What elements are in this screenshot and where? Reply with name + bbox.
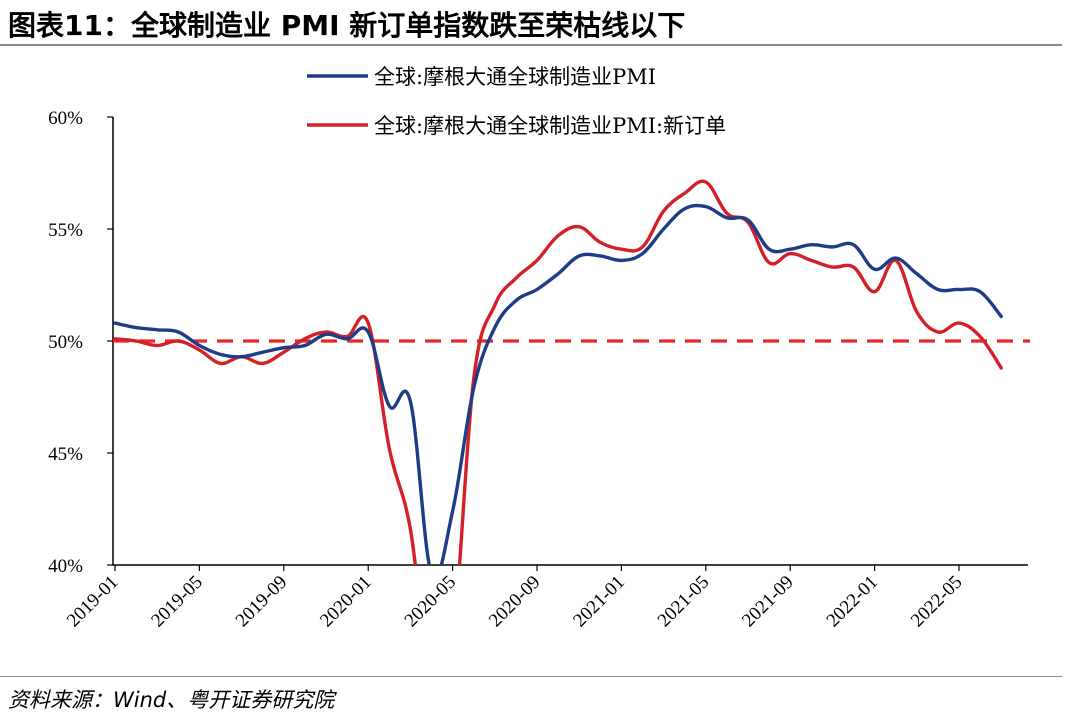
x-axis: 2019-01 2019-05 2019-09 2020-01 2020-05 2020-…: [63, 564, 1028, 632]
x-tick-label: 2020-01: [316, 572, 376, 632]
legend-label-new-orders: 全球:摩根大通全球制造业PMI:新订单: [374, 114, 726, 138]
series-line-new-orders: [113, 179, 1003, 565]
series-line-pmi: [113, 203, 1003, 565]
x-tick-label: 2022-05: [907, 572, 967, 632]
x-tick-label: 2021-05: [654, 572, 714, 632]
title-divider: [0, 44, 1062, 46]
x-tick-label: 2019-01: [63, 572, 123, 632]
chart-title: 图表11：全球制造业 PMI 新订单指数跌至荣枯线以下: [8, 9, 686, 42]
x-tick-label: 2019-05: [147, 572, 207, 632]
source-divider: [0, 676, 1062, 677]
y-tick-label: 45%: [48, 444, 83, 465]
x-tick-label: 2021-01: [569, 572, 629, 632]
legend: 全球:摩根大通全球制造业PMI 全球:摩根大通全球制造业PMI:新订单: [307, 65, 726, 138]
legend-label-pmi: 全球:摩根大通全球制造业PMI: [374, 65, 656, 89]
source-note: 资料来源：Wind、粤开证券研究院: [8, 688, 335, 712]
x-tick-label: 2020-05: [401, 572, 461, 632]
x-tick-label: 2021-09: [738, 572, 798, 632]
y-tick-label: 60%: [48, 108, 83, 129]
y-axis: 40% 45% 50% 55% 60%: [48, 108, 114, 577]
x-tick-label: 2019-09: [232, 572, 292, 632]
series-group: [113, 179, 1003, 565]
y-tick-label: 55%: [48, 220, 83, 241]
y-tick-label: 40%: [48, 556, 83, 577]
x-tick-label: 2022-01: [823, 572, 883, 632]
y-tick-label: 50%: [48, 332, 83, 353]
x-tick-label: 2020-09: [485, 572, 545, 632]
